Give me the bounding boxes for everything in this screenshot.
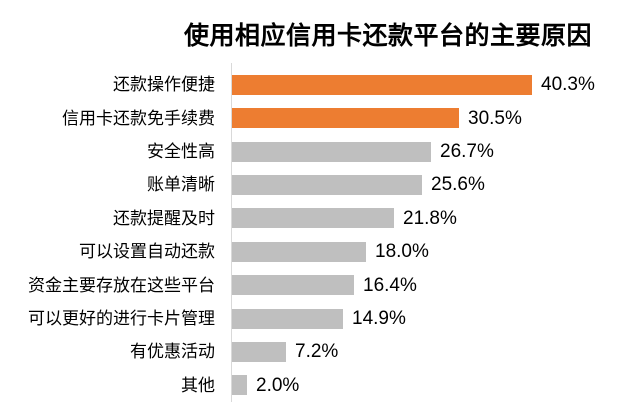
value-label: 25.6% [431,174,485,196]
bar-track: 18.0% [215,241,640,263]
value-label: 14.9% [352,308,406,330]
bar-track: 21.8% [215,207,640,229]
bar [232,108,459,129]
bar [232,208,394,229]
bar-track: 30.5% [215,107,640,129]
value-label: 2.0% [256,374,300,396]
category-label: 资金主要存放在这些平台 [28,275,215,295]
category-label: 可以设置自动还款 [79,242,215,262]
bar [232,275,354,296]
category-label: 账单清晰 [147,175,215,195]
category-label: 还款操作便捷 [113,75,215,95]
value-label: 21.8% [403,207,457,229]
bar-row: 资金主要存放在这些平台 16.4% [0,268,640,301]
bar [232,241,366,262]
bar [232,174,422,195]
bar-row: 安全性高 26.7% [0,135,640,168]
bar-row: 可以更好的进行卡片管理 14.9% [0,302,640,335]
bar-track: 2.0% [215,374,640,396]
category-label: 还款提醒及时 [113,208,215,228]
value-label: 26.7% [440,141,494,163]
category-label: 其他 [181,375,215,395]
bar [232,341,286,362]
bar-track: 7.2% [215,341,640,363]
bar-track: 25.6% [215,174,640,196]
category-label: 安全性高 [147,142,215,162]
bar-row: 信用卡还款免手续费 30.5% [0,101,640,134]
bar [232,375,247,396]
value-label: 7.2% [295,341,339,363]
bar-track: 16.4% [215,274,640,296]
category-axis-line [231,63,232,402]
bar-track: 14.9% [215,308,640,330]
bar [232,308,343,329]
bar-row: 有优惠活动 7.2% [0,335,640,368]
bar-row: 账单清晰 25.6% [0,168,640,201]
bar-track: 40.3% [215,74,640,96]
value-label: 16.4% [363,274,417,296]
plot-area: 还款操作便捷 40.3% 信用卡还款免手续费 30.5% 安全性高 26.7% 账单清晰 25… [0,68,640,402]
bar-row: 可以设置自动还款 18.0% [0,235,640,268]
bar-row: 其他 2.0% [0,369,640,402]
bar [232,141,431,162]
value-label: 18.0% [375,241,429,263]
bar-row: 还款提醒及时 21.8% [0,202,640,235]
bar-track: 26.7% [215,141,640,163]
chart-title: 使用相应信用卡还款平台的主要原因 [183,22,592,50]
bar [232,74,532,95]
category-label: 信用卡还款免手续费 [62,108,215,128]
value-label: 40.3% [541,74,595,96]
bar-row: 还款操作便捷 40.3% [0,68,640,101]
category-label: 可以更好的进行卡片管理 [28,309,215,329]
category-label: 有优惠活动 [130,342,215,362]
value-label: 30.5% [468,107,522,129]
